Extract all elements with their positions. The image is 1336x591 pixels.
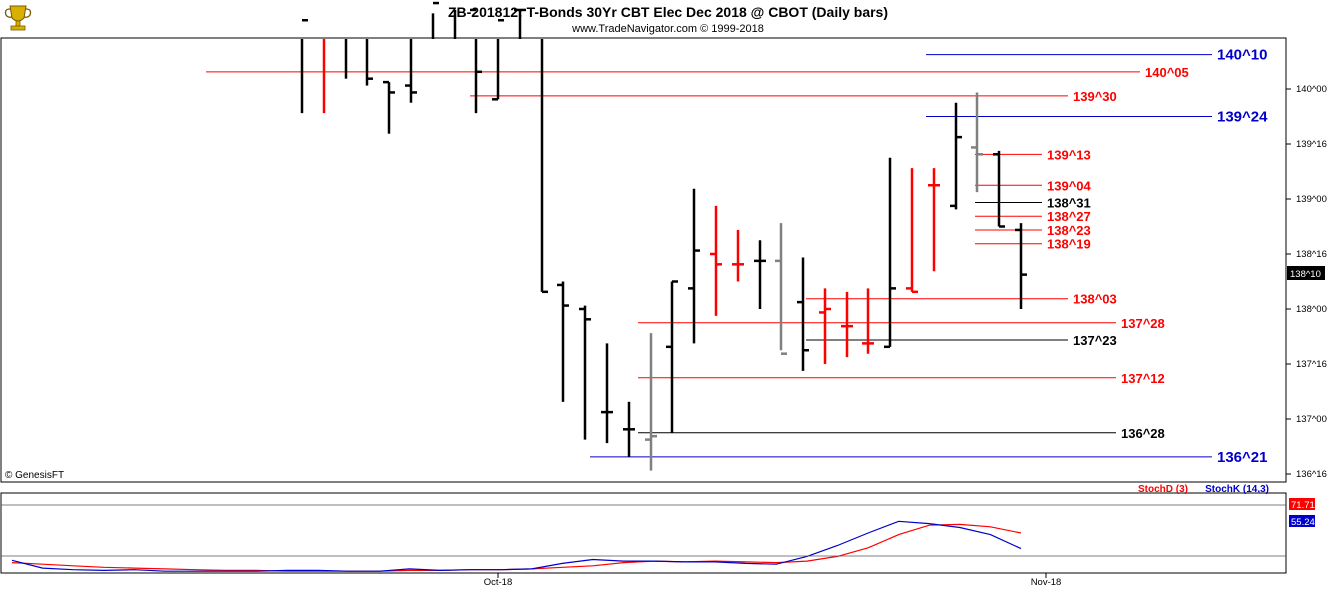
last-price-label: 138^10	[1290, 269, 1321, 280]
ohlc-bar	[971, 92, 983, 193]
level-label: 138^03	[1073, 292, 1117, 307]
stochd-last-tag	[1289, 498, 1315, 510]
ohlc-bar	[732, 229, 744, 282]
level-label: 140^10	[1217, 47, 1267, 64]
price-tick-label: 137^00	[1296, 414, 1327, 425]
ohlc-bar	[862, 288, 874, 354]
ohlc-bar	[666, 280, 678, 433]
price-tick-label: 137^16	[1296, 359, 1327, 370]
level-label: 136^28	[1121, 426, 1165, 441]
chart-subtitle: www.TradeNavigator.com © 1999-2018	[571, 23, 764, 35]
ohlc-bar	[453, 9, 457, 39]
ohlc-bars	[300, 1, 1027, 471]
level-label: 139^13	[1047, 147, 1091, 162]
price-tick-label: 139^16	[1296, 139, 1327, 150]
stochk-legend: StochK (14,3)	[1205, 484, 1269, 495]
ohlc-bar	[557, 281, 569, 402]
ohlc-bar	[579, 305, 591, 440]
ohlc-bar	[819, 288, 831, 364]
ohlc-bar	[431, 1, 439, 39]
price-levels: 140^10 140^05 139^30 139^24 139^13 139^04 138^…	[206, 47, 1268, 466]
ohlc-bar	[688, 188, 700, 344]
level-label: 138^19	[1047, 237, 1091, 252]
logo-trophy-icon	[4, 5, 32, 31]
ohlc-bar	[841, 291, 853, 358]
stochd-last-label: 71.71	[1291, 500, 1315, 511]
level-label: 137^28	[1121, 316, 1165, 331]
stochk-line	[11, 520, 1022, 572]
ohlc-bar	[1015, 223, 1027, 309]
last-price-tag	[1287, 266, 1325, 280]
level-label: 138^31	[1047, 195, 1091, 210]
stochk-last-tag	[1289, 515, 1315, 527]
ohlc-bar	[884, 157, 896, 349]
ohlc-bar	[645, 333, 657, 471]
stochastic-panel	[11, 520, 1022, 572]
stochd-legend: StochD (3)	[1138, 484, 1188, 495]
ohlc-bar	[775, 223, 787, 355]
level-label: 136^21	[1217, 449, 1267, 466]
level-label: 139^04	[1047, 178, 1092, 193]
time-tick-label: Nov-18	[1031, 577, 1062, 588]
ohlc-bar	[993, 150, 1005, 228]
ohlc-bar	[906, 168, 918, 294]
ohlc-bar	[540, 39, 548, 294]
copyright-label: © GenesisFT	[5, 470, 64, 481]
price-tick-label: 140^00	[1296, 84, 1327, 95]
ohlc-bar	[601, 343, 613, 444]
ohlc-bar	[383, 80, 395, 134]
ohlc-bar	[623, 401, 635, 457]
ohlc-bar	[710, 205, 722, 316]
level-label: 138^23	[1047, 223, 1091, 238]
level-label: 137^23	[1073, 333, 1117, 348]
level-label: 139^30	[1073, 89, 1117, 104]
ohlc-bar	[928, 168, 940, 272]
price-tick-label: 136^16	[1296, 469, 1327, 480]
price-tick-label: 138^16	[1296, 249, 1327, 260]
level-label: 138^27	[1047, 209, 1091, 224]
stochd-line	[11, 523, 1022, 572]
ohlc-bar	[470, 8, 482, 114]
ohlc-bar	[405, 39, 417, 103]
level-label: 140^05	[1145, 65, 1189, 80]
ohlc-bar	[344, 39, 348, 79]
price-tick-label: 138^00	[1296, 304, 1327, 315]
stochk-last-label: 55.24	[1291, 517, 1315, 528]
price-axis: 140^00 139^16 139^00 138^16 138^00 137^16 137^…	[1286, 84, 1327, 480]
ohlc-bar	[300, 19, 308, 114]
time-tick-label: Oct-18	[484, 577, 513, 588]
ohlc-bar	[492, 19, 504, 101]
ohlc-bar	[797, 257, 809, 371]
ohlc-bar	[514, 8, 526, 39]
chart-title: ZB-201812: T-Bonds 30Yr CBT Elec Dec 201…	[448, 4, 888, 20]
ohlc-bar	[950, 102, 962, 210]
ohlc-bar	[754, 240, 766, 309]
level-label: 137^12	[1121, 371, 1165, 386]
price-tick-label: 139^00	[1296, 194, 1327, 205]
level-label: 139^24	[1217, 109, 1268, 126]
ohlc-bar	[365, 39, 373, 86]
ohlc-bar	[322, 39, 326, 114]
price-panel-frame	[0, 37, 1287, 483]
time-axis: Oct-18 Nov-18	[484, 573, 1062, 588]
